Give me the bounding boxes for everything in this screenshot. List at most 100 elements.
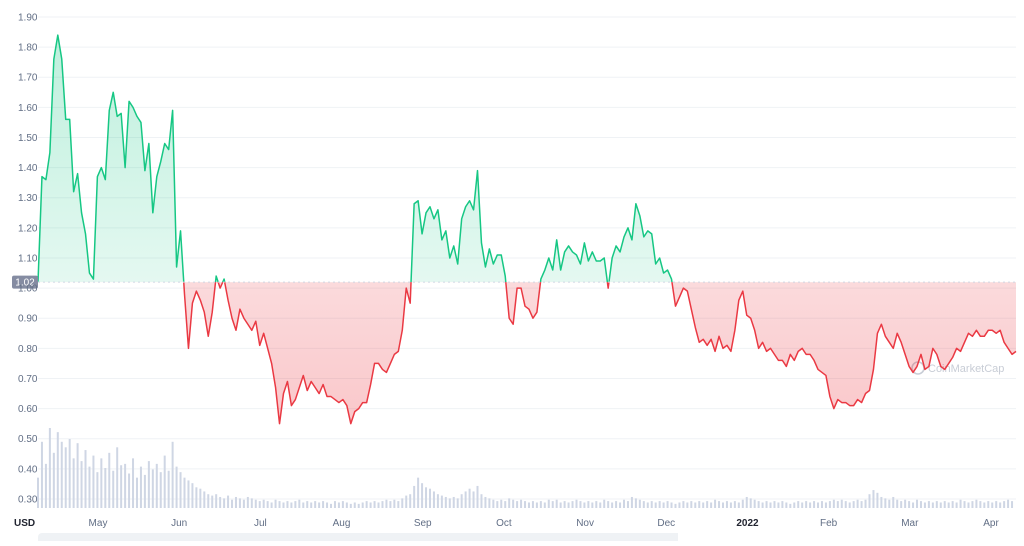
volume-bar xyxy=(856,499,859,508)
volume-bar xyxy=(282,502,285,508)
volume-bar xyxy=(472,491,475,508)
volume-bar xyxy=(512,499,515,508)
volume-bar xyxy=(749,498,752,508)
volume-bar xyxy=(531,501,534,508)
y-tick-label: 1.30 xyxy=(18,193,38,204)
volume-bar xyxy=(999,502,1002,508)
volume-bar xyxy=(725,501,728,508)
x-tick-label: Nov xyxy=(576,518,594,529)
volume-bar xyxy=(832,499,835,508)
x-tick-label: Mar xyxy=(901,518,919,529)
x-tick-label: Aug xyxy=(333,518,351,529)
volume-bar xyxy=(777,502,780,508)
volume-bar xyxy=(84,450,87,508)
volume-bar xyxy=(801,502,804,508)
volume-bar xyxy=(912,502,915,508)
reference-price-label: 1.02 xyxy=(12,275,38,289)
volume-bar xyxy=(88,466,91,508)
x-tick-label: Dec xyxy=(657,518,675,529)
volume-bar xyxy=(448,498,451,508)
volume-bar xyxy=(737,502,740,508)
volume-bar xyxy=(484,496,487,508)
volume-bar xyxy=(298,499,301,508)
volume-bar xyxy=(234,496,237,508)
volume-bar xyxy=(607,501,610,508)
volume-bar xyxy=(179,472,182,508)
volume-bar xyxy=(682,501,685,508)
volume-bar xyxy=(844,501,847,508)
volume-bar xyxy=(543,502,546,508)
volume-bar xyxy=(167,470,170,508)
volume-bar xyxy=(947,502,950,508)
range-selector-strip[interactable] xyxy=(38,533,678,541)
volume-bar xyxy=(421,483,424,508)
volume-bar xyxy=(393,499,396,508)
y-tick-label: 1.40 xyxy=(18,163,38,174)
volume-bar xyxy=(100,458,103,508)
volume-bar xyxy=(654,502,657,508)
volume-bar xyxy=(670,502,673,508)
volume-bar xyxy=(567,502,570,508)
volume-bar xyxy=(527,502,530,508)
volume-bar xyxy=(428,488,431,508)
volume-bar xyxy=(377,502,380,508)
volume-bar xyxy=(559,502,562,508)
volume-bar xyxy=(250,498,253,508)
volume-bar xyxy=(1011,501,1014,508)
svg-text:1.02: 1.02 xyxy=(15,278,35,289)
volume-bar xyxy=(365,501,368,508)
volume-bar xyxy=(440,495,443,508)
volume-bar xyxy=(575,499,578,508)
volume-bar xyxy=(809,502,812,508)
volume-bar xyxy=(642,501,645,508)
y-tick-label: 0.40 xyxy=(18,464,38,475)
volume-bar xyxy=(702,502,705,508)
volume-bar xyxy=(290,502,293,508)
y-tick-label: 1.80 xyxy=(18,43,38,54)
volume-bar xyxy=(634,498,637,508)
volume-bar xyxy=(864,499,867,508)
grid-lines xyxy=(38,16,1016,500)
volume-bar xyxy=(357,503,360,508)
volume-bar xyxy=(710,502,713,508)
volume-bar xyxy=(191,483,194,508)
volume-bar xyxy=(155,463,158,508)
volume-bar xyxy=(345,502,348,508)
volume-bar xyxy=(729,502,732,508)
y-tick-label: 0.60 xyxy=(18,404,38,415)
volume-bar xyxy=(163,455,166,508)
volume-bar xyxy=(876,492,879,508)
volume-bar xyxy=(175,466,178,508)
volume-bar xyxy=(971,501,974,508)
volume-bar xyxy=(219,496,222,508)
volume-bar xyxy=(919,501,922,508)
volume-bar xyxy=(227,495,230,508)
volume-bar xyxy=(48,428,51,508)
x-tick-label: May xyxy=(89,518,108,529)
volume-bar xyxy=(967,502,970,508)
volume-bar xyxy=(294,501,297,508)
volume-bar xyxy=(524,501,527,508)
volume-bar xyxy=(587,501,590,508)
volume-bar xyxy=(68,439,71,508)
volume-bar xyxy=(789,503,792,508)
volume-bar xyxy=(646,502,649,508)
volume-bar xyxy=(278,501,281,508)
volume-bar xyxy=(397,501,400,508)
volume-bar xyxy=(199,488,202,508)
volume-bar xyxy=(341,501,344,508)
y-tick-label: 1.00 xyxy=(18,284,38,295)
volume-bar xyxy=(72,458,75,508)
volume-bar xyxy=(698,501,701,508)
volume-bar xyxy=(765,501,768,508)
volume-bar xyxy=(927,501,930,508)
volume-bar xyxy=(630,496,633,508)
y-tick-label: 1.20 xyxy=(18,223,38,234)
volume-bar xyxy=(92,455,95,508)
volume-bar xyxy=(401,498,404,508)
volume-bar xyxy=(183,477,186,508)
volume-bar xyxy=(108,452,111,508)
volume-bar xyxy=(322,501,325,508)
